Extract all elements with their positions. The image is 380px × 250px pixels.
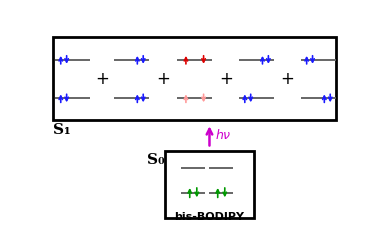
Text: +: +	[219, 70, 233, 88]
Text: bis-BODIPY: bis-BODIPY	[174, 212, 244, 222]
Text: +: +	[156, 70, 170, 88]
Text: $h\nu$: $h\nu$	[215, 128, 232, 142]
FancyBboxPatch shape	[165, 151, 253, 218]
Text: S₁: S₁	[53, 123, 71, 137]
Text: S₀: S₀	[147, 153, 165, 167]
Text: +: +	[280, 70, 294, 88]
FancyBboxPatch shape	[53, 37, 336, 119]
Text: +: +	[95, 70, 109, 88]
